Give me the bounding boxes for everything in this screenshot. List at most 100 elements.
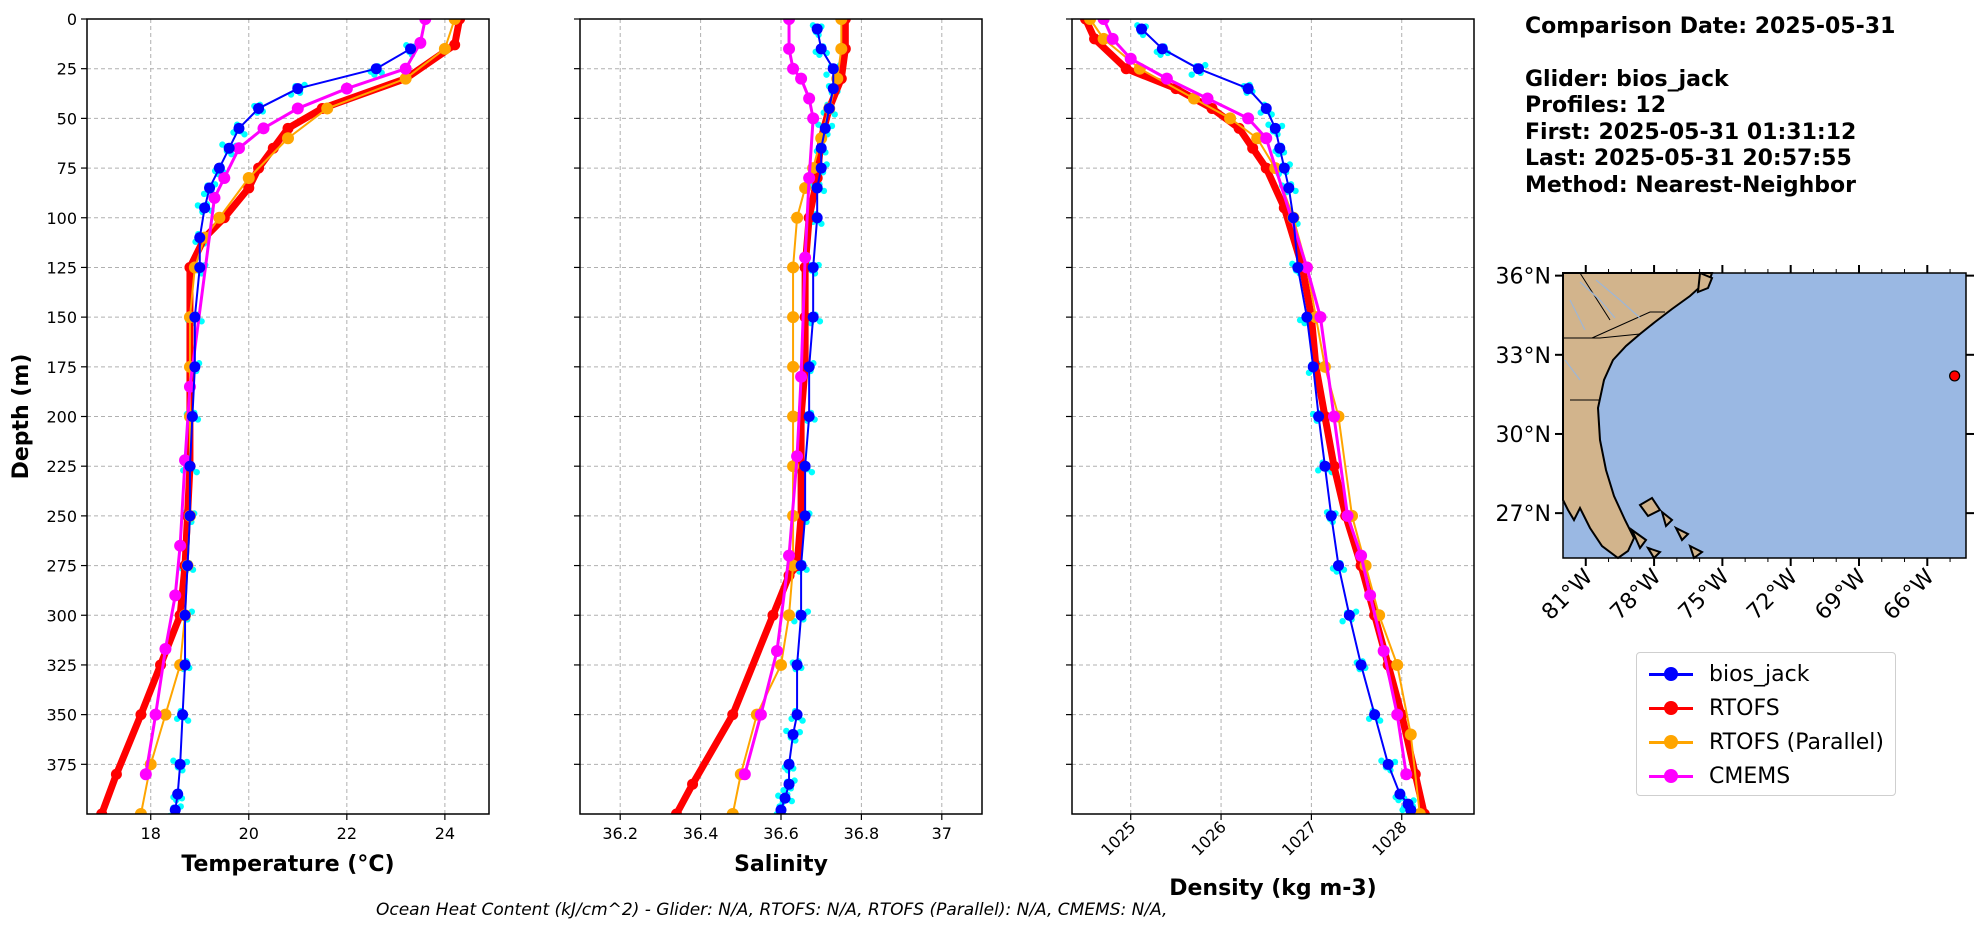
series-point-3 bbox=[419, 19, 432, 25]
x-tick-label: 20 bbox=[239, 824, 259, 843]
map-land-southeast-us bbox=[1562, 272, 1714, 560]
method: Method: Nearest-Neighbor bbox=[1525, 172, 1856, 198]
series-point-1 bbox=[243, 182, 255, 194]
series-point-3 bbox=[232, 142, 245, 155]
y-tick-label: 150 bbox=[46, 308, 77, 327]
x-tick-label: 36.8 bbox=[844, 824, 880, 843]
series-point-3 bbox=[1327, 410, 1340, 423]
y-tick-label: 75 bbox=[57, 159, 77, 178]
map-lat-label: 27°N bbox=[1496, 502, 1551, 527]
y-tick-label: 300 bbox=[46, 606, 77, 625]
x-axis-label: Temperature (°C) bbox=[181, 852, 394, 877]
series-point-0 bbox=[799, 460, 811, 472]
legend-item-cmems: CMEMS bbox=[1637, 761, 1790, 791]
x-tick-label: 36.2 bbox=[602, 824, 638, 843]
series-point-0 bbox=[1269, 122, 1281, 134]
series-point-0 bbox=[815, 43, 827, 55]
series-point-3 bbox=[1124, 52, 1137, 65]
series-point-0 bbox=[1242, 83, 1254, 95]
series-point-0 bbox=[823, 102, 835, 114]
series-point-2 bbox=[787, 261, 800, 274]
series-point-2 bbox=[134, 808, 147, 814]
series-point-3 bbox=[1242, 112, 1255, 125]
series-point-2 bbox=[775, 658, 787, 671]
series-point-1 bbox=[1120, 63, 1132, 75]
series-line-2 bbox=[1089, 19, 1421, 814]
map-bahamas bbox=[1629, 496, 1704, 560]
series-point-0 bbox=[172, 788, 184, 800]
glider-scatter-point bbox=[804, 608, 812, 615]
glider-scatter-point bbox=[780, 786, 787, 794]
map-lat-label: 30°N bbox=[1496, 423, 1551, 448]
salinity-panel: 36.2 36.4 36.6 36.8 37 Salinity bbox=[574, 18, 983, 877]
series-point-2 bbox=[815, 132, 828, 145]
y-tick-label: 200 bbox=[46, 408, 77, 427]
series-point-2 bbox=[1391, 658, 1404, 671]
series-point-3 bbox=[1391, 708, 1404, 721]
glider-scatter-point bbox=[1352, 608, 1360, 615]
series-point-0 bbox=[194, 232, 206, 244]
series-point-3 bbox=[1377, 645, 1390, 658]
series-point-3 bbox=[218, 172, 231, 184]
series-point-3 bbox=[795, 72, 808, 85]
series-point-2 bbox=[1251, 132, 1264, 145]
y-tick-label: 350 bbox=[46, 706, 77, 725]
glider-scatter-point bbox=[241, 131, 248, 138]
series-point-3 bbox=[208, 191, 221, 204]
series-point-0 bbox=[1287, 212, 1299, 224]
glider-scatter-point bbox=[815, 121, 822, 128]
map-lon-label: 75°W bbox=[1674, 564, 1735, 625]
series-point-0 bbox=[1313, 411, 1325, 422]
series-point-0 bbox=[292, 83, 304, 95]
series-point-0 bbox=[405, 43, 417, 55]
series-point-3 bbox=[1364, 589, 1377, 602]
series-point-1 bbox=[96, 808, 108, 814]
series-point-0 bbox=[799, 510, 811, 522]
series-point-0 bbox=[775, 804, 787, 814]
glider-scatter-point bbox=[1378, 757, 1385, 764]
series-point-0 bbox=[803, 361, 815, 373]
series-point-3 bbox=[803, 172, 816, 184]
series-point-3 bbox=[1400, 768, 1413, 781]
series-point-0 bbox=[1301, 311, 1313, 323]
glider-scatter-point bbox=[823, 71, 830, 78]
series-point-1 bbox=[767, 609, 779, 621]
series-point-3 bbox=[1201, 92, 1214, 105]
series-point-3 bbox=[754, 708, 767, 721]
y-tick-label: 325 bbox=[46, 656, 77, 675]
legend: bios_jack RTOFS RTOFS (Parallel) CMEMS bbox=[1636, 652, 1896, 796]
x-tick-label: 1028 bbox=[1368, 817, 1410, 859]
series-point-0 bbox=[174, 758, 186, 770]
series-point-0 bbox=[1355, 659, 1367, 671]
last-time: Last: 2025-05-31 20:57:55 bbox=[1525, 146, 1852, 171]
y-axis-label: Depth (m) bbox=[9, 354, 34, 480]
series-point-1 bbox=[1328, 460, 1340, 472]
series-point-0 bbox=[1325, 510, 1337, 522]
y-tick-label: 100 bbox=[46, 209, 77, 228]
series-point-2 bbox=[787, 410, 800, 423]
map-lon-label: 66°W bbox=[1879, 564, 1940, 625]
glider-scatter-point bbox=[1202, 61, 1209, 69]
legend-swatch bbox=[1649, 761, 1693, 791]
series-point-0 bbox=[807, 311, 819, 323]
glider-scatter-point bbox=[184, 717, 192, 724]
series-point-0 bbox=[1343, 609, 1355, 621]
series-point-3 bbox=[783, 549, 796, 562]
series-point-2 bbox=[787, 311, 800, 324]
x-tick-label: 36.6 bbox=[763, 824, 799, 843]
x-tick-label: 22 bbox=[337, 824, 357, 843]
map-lat-label: 33°N bbox=[1496, 344, 1551, 369]
series-line-0 bbox=[174, 47, 412, 811]
y-tick-label: 375 bbox=[46, 755, 77, 774]
map-lon-label: 72°W bbox=[1742, 564, 1803, 625]
first-time: First: 2025-05-31 01:31:12 bbox=[1525, 119, 1857, 145]
legend-label: CMEMS bbox=[1709, 763, 1791, 789]
series-point-0 bbox=[184, 460, 196, 472]
glider-scatter-point bbox=[170, 757, 177, 764]
series-point-0 bbox=[253, 102, 265, 114]
x-tick-label: 1027 bbox=[1278, 817, 1320, 859]
map-rivers bbox=[1564, 279, 1641, 381]
series-point-0 bbox=[815, 162, 827, 174]
legend-item-rtofs: RTOFS bbox=[1637, 693, 1780, 723]
series-point-0 bbox=[783, 778, 795, 790]
